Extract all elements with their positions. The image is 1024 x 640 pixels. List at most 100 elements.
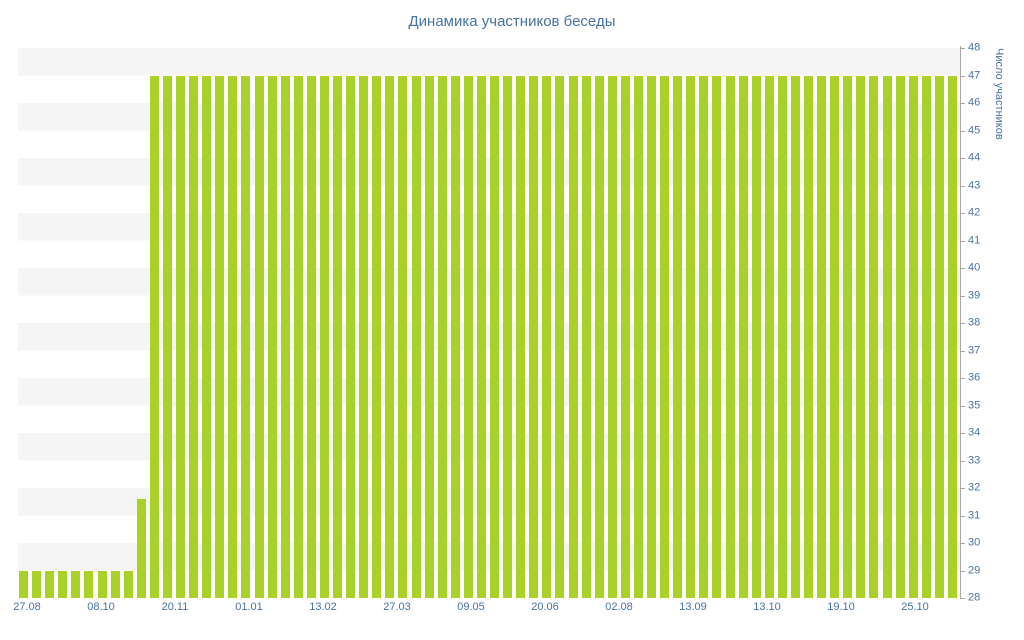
bar — [725, 75, 735, 598]
bar — [699, 75, 709, 598]
bar — [908, 75, 918, 598]
bar — [333, 75, 343, 598]
x-tick-label: 13.09 — [679, 601, 707, 613]
y-tick-label: 48 — [968, 41, 981, 54]
y-tick-label: 35 — [968, 399, 981, 411]
y-axis-line — [960, 46, 961, 599]
bar — [542, 75, 552, 598]
bar — [359, 75, 369, 598]
plot-area — [18, 48, 960, 598]
chart-title: Динамика участников беседы — [408, 13, 616, 30]
bar — [790, 75, 800, 598]
bar — [712, 75, 722, 598]
bar — [228, 75, 238, 598]
x-tick-label: 20.11 — [161, 601, 189, 613]
bar — [411, 75, 421, 598]
bar — [71, 570, 81, 598]
y-tick-label: 45 — [968, 124, 981, 136]
bar — [882, 75, 892, 598]
bar — [280, 75, 290, 598]
bar — [215, 75, 225, 598]
bar — [149, 75, 159, 598]
y-tick-mark — [961, 598, 965, 599]
bar — [202, 75, 212, 598]
bar — [686, 75, 696, 598]
bar — [516, 75, 526, 598]
bar — [830, 75, 840, 598]
x-tick-label: 02.08 — [605, 601, 633, 613]
bar — [372, 75, 382, 598]
bar — [764, 75, 774, 598]
y-tick-label: 44 — [968, 151, 981, 164]
bar — [176, 75, 186, 598]
bar — [843, 75, 853, 598]
y-tick-label: 31 — [968, 509, 981, 521]
y-tick-mark — [961, 350, 965, 352]
bar — [162, 75, 172, 598]
bar — [503, 75, 513, 598]
bar — [647, 75, 657, 598]
y-tick-mark — [961, 268, 965, 269]
bar — [934, 75, 944, 598]
bar — [110, 570, 120, 598]
bar — [594, 75, 604, 598]
x-tick-label: 19.10 — [827, 601, 855, 613]
bar — [607, 75, 617, 598]
y-tick-label: 43 — [968, 179, 981, 191]
y-tick-mark — [961, 488, 965, 489]
bar — [189, 75, 199, 598]
x-tick-label: 08.10 — [87, 601, 115, 613]
bar — [32, 570, 42, 598]
bar — [921, 75, 931, 598]
bar — [463, 75, 473, 598]
y-tick-label: 42 — [968, 206, 981, 219]
y-tick-label: 41 — [968, 234, 981, 246]
y-tick-mark — [961, 48, 965, 49]
bar — [777, 75, 787, 598]
y-tick-label: 33 — [968, 454, 981, 466]
bar — [555, 75, 565, 598]
y-tick-label: 32 — [968, 481, 981, 494]
x-tick-label: 13.10 — [753, 601, 781, 613]
bar — [529, 75, 539, 598]
x-axis: 27.08 08.10 20.11 01.01 13.02 27.03 09.05 20.06… — [13, 601, 960, 617]
bar — [581, 75, 591, 598]
x-tick-label: 01.01 — [235, 601, 263, 613]
y-tick-mark — [961, 75, 965, 77]
y-tick-label: 29 — [968, 564, 981, 576]
bar — [437, 75, 447, 598]
y-tick-mark — [961, 570, 965, 572]
bar — [267, 75, 277, 598]
bar — [869, 75, 879, 598]
bar — [568, 75, 578, 598]
y-tick-mark — [961, 213, 965, 214]
y-tick-mark — [961, 130, 965, 132]
x-tick-label: 09.05 — [457, 601, 485, 613]
y-tick-mark — [961, 405, 965, 407]
y-tick-label: 47 — [968, 69, 981, 81]
y-tick-label: 34 — [968, 426, 981, 439]
y-tick-mark — [961, 240, 965, 242]
bar — [385, 75, 395, 598]
bar — [346, 75, 356, 598]
bar — [751, 75, 761, 598]
y-tick-mark — [961, 323, 965, 324]
bar — [136, 499, 146, 598]
bar — [84, 570, 94, 598]
y-tick-mark — [961, 158, 965, 159]
y-tick-mark — [961, 185, 965, 187]
bar — [476, 75, 486, 598]
bar — [241, 75, 251, 598]
y-tick-mark — [961, 515, 965, 517]
bar — [673, 75, 683, 598]
y-tick-mark — [961, 378, 965, 379]
y-tick-label: 36 — [968, 371, 981, 384]
bar — [804, 75, 814, 598]
y-tick-label: 46 — [968, 96, 981, 109]
bar — [947, 75, 957, 598]
x-tick-label: 25.10 — [901, 601, 929, 613]
bar — [58, 570, 68, 598]
bar — [306, 75, 316, 598]
y-tick-mark — [961, 460, 965, 462]
bar — [660, 75, 670, 598]
